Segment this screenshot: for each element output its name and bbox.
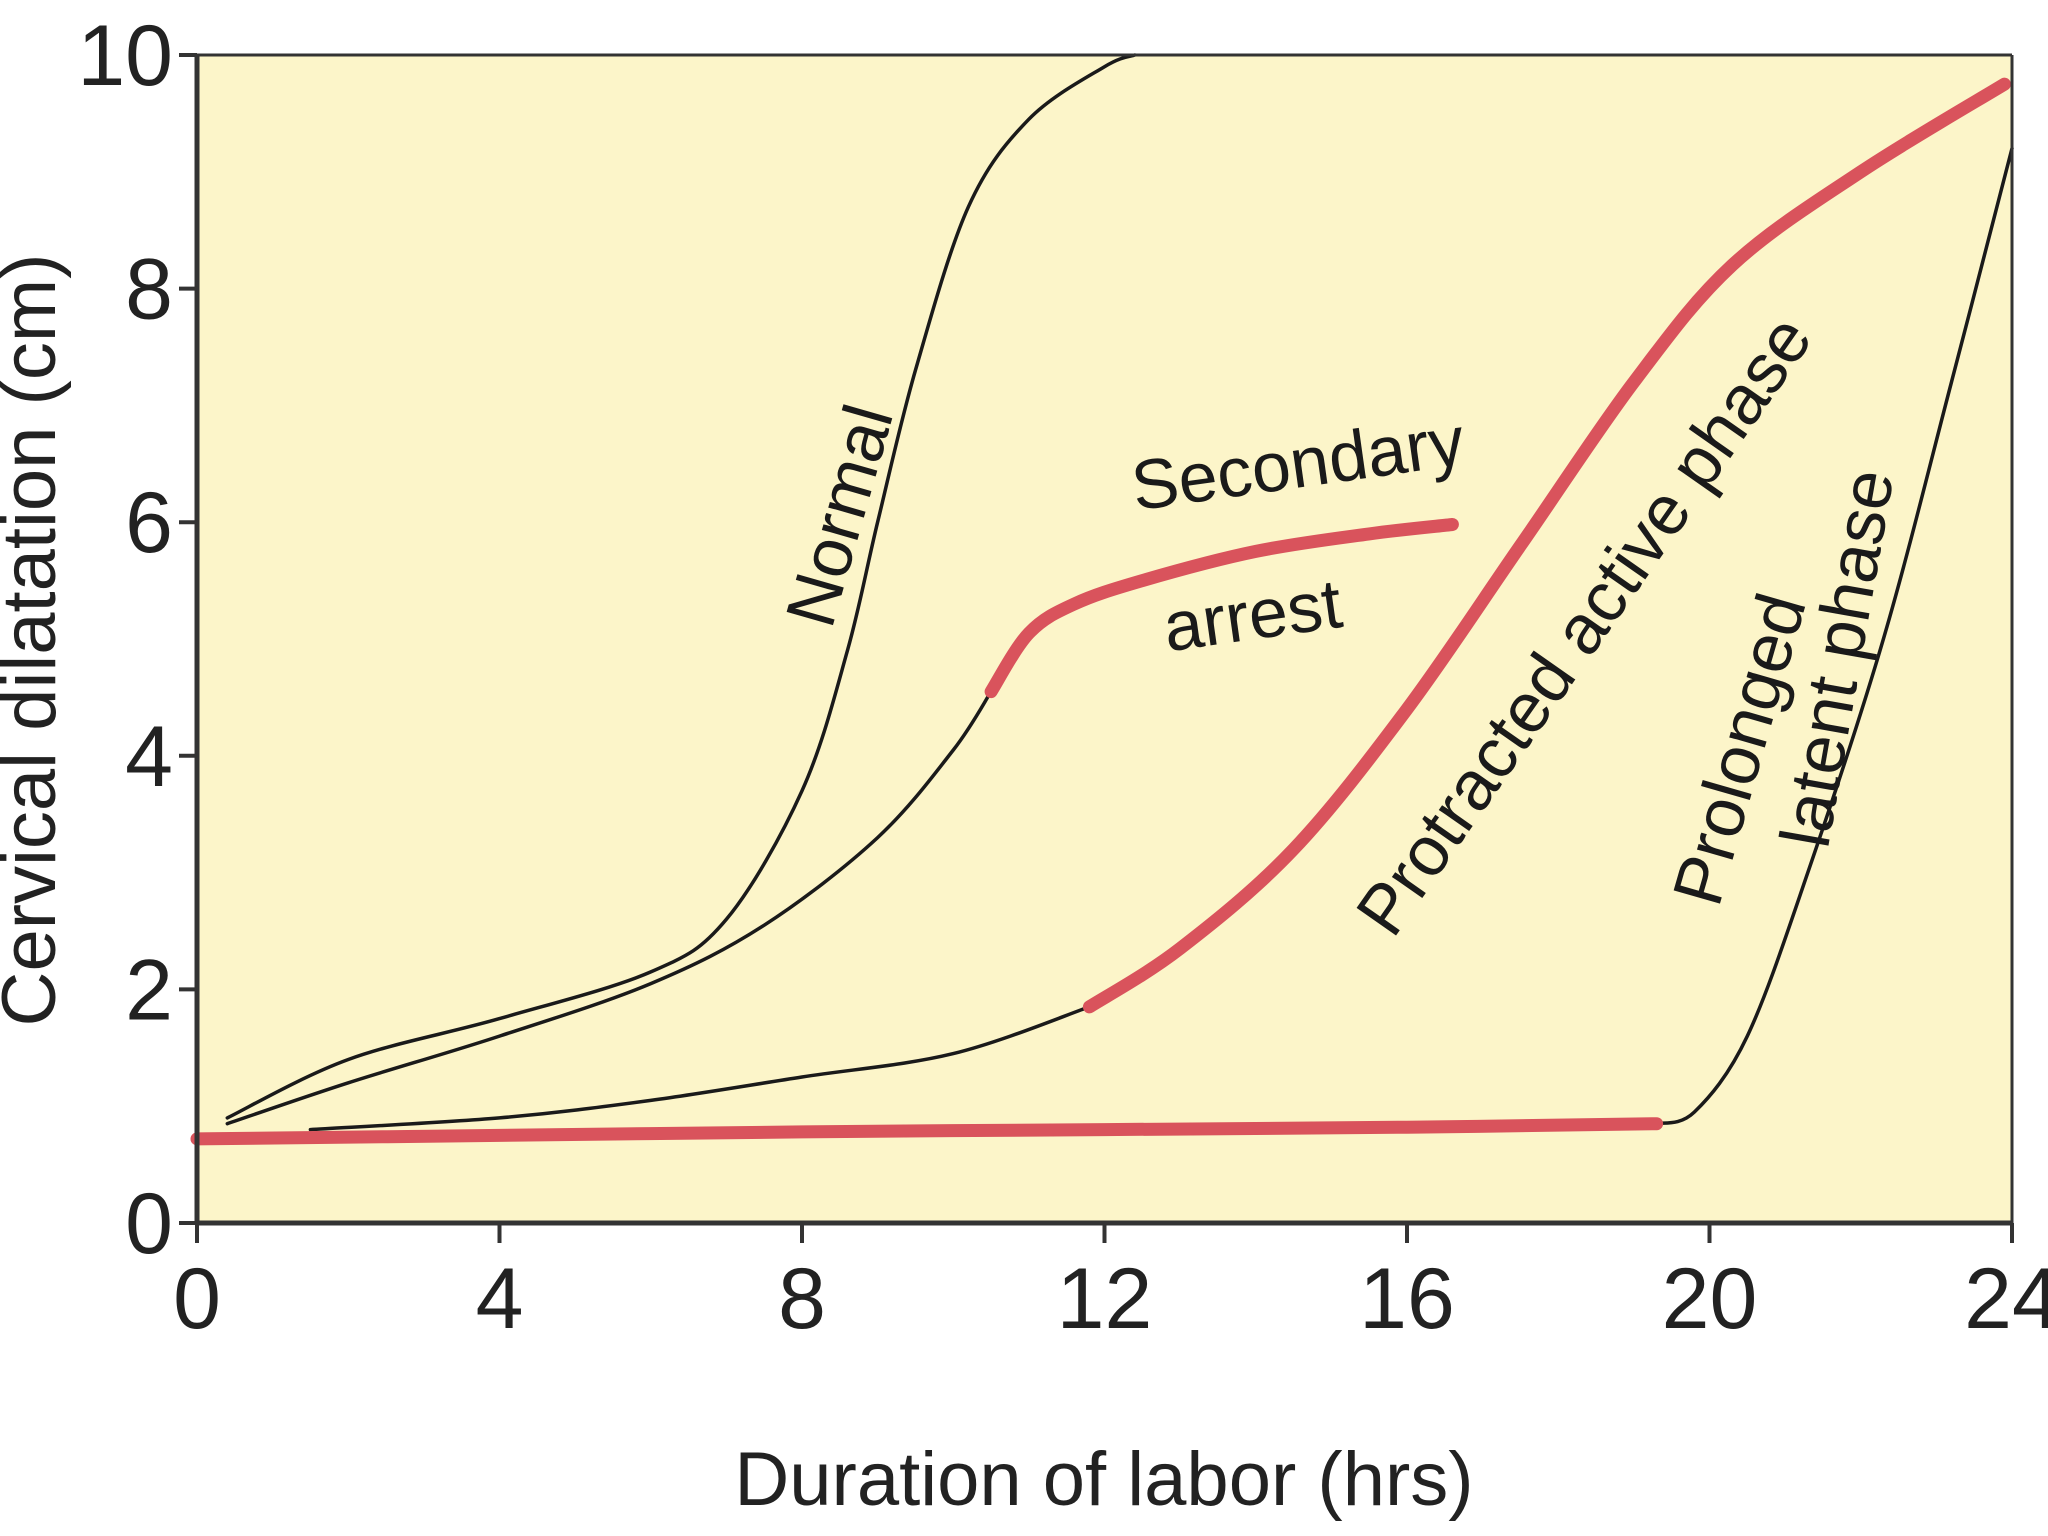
x-tick-label: 12: [1057, 1251, 1153, 1347]
series-line-secondary-arrest-lead: [225, 689, 993, 1126]
y-tick-label: 6: [125, 475, 173, 571]
y-tick-label: 8: [125, 242, 173, 338]
series-line-normal: [225, 53, 1137, 1120]
series-line-protracted-active-lead: [308, 1005, 1092, 1132]
series-line-protracted-active-phase: [1082, 77, 2011, 1014]
y-tick-label: 2: [125, 942, 173, 1038]
x-tick-label: 16: [1359, 1251, 1455, 1347]
y-tick-label: 0: [125, 1176, 173, 1272]
y-tick-label: 10: [77, 8, 173, 104]
series-line-secondary-arrest: [984, 518, 1459, 699]
y-tick-label: 4: [125, 709, 173, 805]
x-axis-title: Duration of labor (hrs): [734, 1437, 1473, 1522]
x-tick-label: 0: [173, 1251, 221, 1347]
x-tick-label: 4: [476, 1251, 524, 1347]
plot-background: [197, 55, 2012, 1223]
x-tick-label: 8: [778, 1251, 826, 1347]
curves-group: [190, 53, 2014, 1146]
x-tick-label: 24: [1964, 1251, 2048, 1347]
series-line-prolonged-latent-phase: [190, 1117, 1664, 1146]
y-axis-ticks: 0 2 4 6 8 10: [77, 8, 197, 1272]
x-axis-ticks: 0 4 8 12 16 20 24: [173, 1223, 2048, 1347]
x-tick-label: 20: [1662, 1251, 1758, 1347]
series-line-prolonged-latent-tail: [1654, 146, 2014, 1126]
y-axis-title: Cervical dilatation (cm): [0, 254, 72, 1027]
